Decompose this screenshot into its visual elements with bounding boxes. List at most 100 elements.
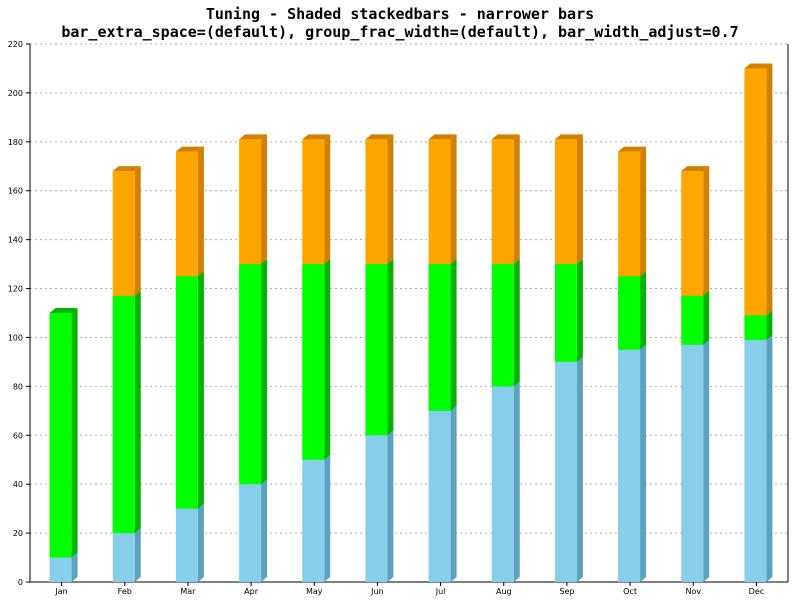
bar-segment: [49, 308, 78, 558]
bar-side: [197, 146, 204, 277]
bar-segment: [365, 259, 394, 436]
bar-side: [513, 259, 520, 387]
bar-side: [324, 454, 331, 582]
y-tick-label: 200: [8, 89, 23, 98]
bar-side: [71, 552, 78, 582]
bar-side: [134, 166, 141, 296]
bar-segment: [239, 259, 268, 485]
bar-segment: [428, 134, 457, 265]
chart-subtitle: bar_extra_space=(default), group_frac_wi…: [61, 23, 739, 41]
x-tick-label: Feb: [118, 587, 132, 596]
bar-segment: [681, 339, 710, 582]
bar-side: [261, 479, 268, 582]
x-tick-label: Aug: [496, 587, 512, 596]
bar-segment: [239, 134, 268, 265]
x-tick-label: Nov: [685, 587, 701, 596]
bar-segment: [239, 479, 268, 582]
bar-segment: [302, 134, 331, 265]
bar-segment: [491, 259, 520, 387]
bar-side: [513, 381, 520, 582]
y-tick-label: 100: [8, 333, 23, 342]
bar-segment: [618, 146, 647, 277]
bar-top: [554, 134, 583, 140]
bar-side: [387, 134, 394, 265]
bar-front: [618, 151, 641, 277]
bar-top: [112, 166, 141, 172]
bar-side: [703, 166, 710, 296]
bar-front: [554, 361, 577, 582]
bar-segment: [554, 134, 583, 265]
bar-front: [365, 264, 388, 436]
bar-front: [554, 264, 577, 362]
bar-side: [703, 339, 710, 582]
bar-side: [766, 334, 773, 582]
bar-front: [365, 435, 388, 582]
x-tick-label: Jan: [54, 587, 67, 596]
bar-front: [681, 344, 704, 582]
bar-front: [428, 139, 451, 265]
bar-side: [387, 430, 394, 582]
bar-side: [197, 271, 204, 509]
y-tick-label: 80: [13, 382, 23, 391]
y-tick-label: 160: [8, 187, 23, 196]
bar-side: [261, 259, 268, 485]
bar-side: [766, 63, 773, 316]
bar-front: [744, 339, 767, 582]
bar-side: [513, 134, 520, 265]
bar-top: [428, 134, 457, 140]
bar-segment: [554, 259, 583, 362]
bar-side: [71, 308, 78, 558]
bar-front: [302, 139, 325, 265]
bar-side: [576, 259, 583, 362]
bar-front: [744, 315, 767, 340]
y-tick-label: 20: [13, 529, 23, 538]
bar-front: [428, 410, 451, 582]
bar-front: [49, 557, 72, 582]
bar-side: [324, 259, 331, 460]
bar-segment: [302, 259, 331, 460]
bar-top: [239, 134, 268, 140]
bar-segment: [618, 271, 647, 350]
bar-front: [491, 139, 514, 265]
y-tick-label: 60: [13, 431, 23, 440]
bar-top: [491, 134, 520, 140]
y-tick-label: 40: [13, 480, 23, 489]
bar-side: [576, 356, 583, 582]
bar-segment: [744, 334, 773, 582]
bar-segment: [428, 259, 457, 411]
bar-segment: [365, 134, 394, 265]
bar-segment: [681, 166, 710, 296]
bar-side: [576, 134, 583, 265]
bar-top: [744, 63, 773, 69]
bar-side: [261, 134, 268, 265]
x-tick-label: Mar: [180, 587, 196, 596]
bar-front: [491, 386, 514, 582]
bar-front: [681, 295, 704, 345]
bar-top: [175, 146, 204, 152]
bar-front: [175, 508, 198, 582]
bar-front: [112, 295, 135, 534]
bar-side: [450, 134, 457, 265]
y-tick-label: 120: [8, 285, 23, 294]
bar-front: [554, 139, 577, 265]
y-tick-label: 220: [8, 40, 23, 49]
bar-front: [491, 264, 514, 387]
bar-top: [365, 134, 394, 140]
bar-side: [703, 290, 710, 345]
y-tick-label: 0: [18, 578, 23, 587]
x-tick-label: May: [306, 587, 323, 596]
bar-segment: [554, 356, 583, 582]
bar-front: [302, 459, 325, 582]
bar-front: [175, 276, 198, 509]
bar-front: [112, 171, 135, 296]
bar-segment: [744, 63, 773, 316]
bar-front: [681, 171, 704, 296]
bar-side: [450, 405, 457, 582]
x-tick-label: Oct: [623, 587, 637, 596]
bar-segment: [112, 166, 141, 296]
bar-side: [640, 271, 647, 350]
bar-segment: [112, 290, 141, 534]
chart-title: Tuning - Shaded stackedbars - narrower b…: [205, 5, 595, 23]
bar-front: [365, 139, 388, 265]
bar-side: [450, 259, 457, 411]
